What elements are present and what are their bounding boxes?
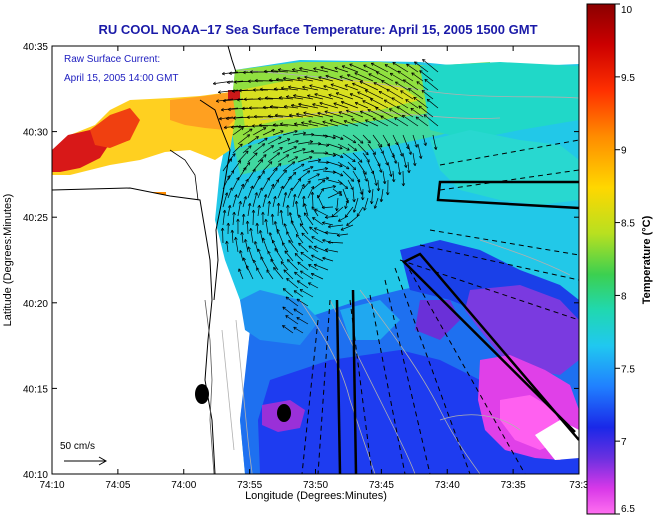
radar-site-marker (195, 384, 209, 404)
y-tick-label: 40:10 (23, 470, 48, 481)
y-tick-label: 40:20 (23, 299, 48, 310)
land-coastline (52, 46, 237, 474)
colorbar-tick-label: 9 (621, 146, 627, 157)
sst-field (215, 60, 579, 474)
x-axis-label: Longitude (Degrees:Minutes) (245, 490, 387, 502)
map-plot-area (52, 46, 579, 474)
colorbar-tick-label: 7 (621, 437, 627, 448)
scale-bar-label: 50 cm/s (60, 441, 95, 452)
y-axis-label: Latitude (Degrees:Minutes) (2, 194, 14, 327)
colorbar-tick-label: 7.5 (621, 364, 635, 375)
x-tick-label: 74:10 (39, 480, 64, 491)
x-tick-label: 73:55 (237, 480, 262, 491)
y-axis: 40:35 40:30 40:25 40:20 40:15 40:10 (23, 42, 579, 481)
scale-bar: 50 cm/s (60, 441, 108, 466)
colorbar-ticks: 10 9.5 9 8.5 8 7.5 7 6.5 (615, 3, 635, 515)
x-tick-label: 73:40 (435, 480, 460, 491)
colorbar: 10 9.5 9 8.5 8 7.5 7 6.5 Temperature (°C) (586, 3, 653, 515)
colorbar-tick-label: 8.5 (621, 219, 635, 230)
radar-site-marker (277, 404, 291, 422)
y-tick-label: 40:35 (23, 42, 48, 53)
bathymetry-contours (221, 69, 579, 474)
overlay-current-label: Raw Surface Current: (64, 54, 160, 65)
y-tick-label: 40:15 (23, 384, 48, 395)
x-tick-label: 73:45 (369, 480, 394, 491)
y-tick-label: 40:30 (23, 128, 48, 139)
radar-beams-dashed (301, 139, 579, 474)
x-tick-label: 73:3 (569, 480, 589, 491)
colorbar-tick-label: 10 (621, 5, 633, 16)
colorbar-tick-label: 6.5 (621, 504, 635, 515)
x-tick-label: 73:50 (303, 480, 328, 491)
colorbar-gradient (586, 3, 616, 515)
x-tick-label: 73:35 (501, 480, 526, 491)
colorbar-label: Temperature (°C) (641, 215, 653, 304)
x-tick-label: 74:05 (105, 480, 130, 491)
colorbar-tick-label: 9.5 (621, 73, 635, 84)
warm-water-patch (52, 90, 240, 210)
y-tick-label: 40:25 (23, 213, 48, 224)
figure-title: RU COOL NOAA–17 Sea Surface Temperature:… (98, 22, 537, 37)
overlay-current-time: April 15, 2005 14:00 GMT (64, 73, 179, 84)
x-axis: 74:10 74:05 74:00 73:55 73:50 73:45 73:40 73:35… (39, 46, 589, 491)
colorbar-tick-label: 8 (621, 291, 627, 302)
current-vectors (212, 59, 439, 334)
radar-beams-solid (335, 180, 579, 474)
x-tick-label: 74:00 (171, 480, 196, 491)
